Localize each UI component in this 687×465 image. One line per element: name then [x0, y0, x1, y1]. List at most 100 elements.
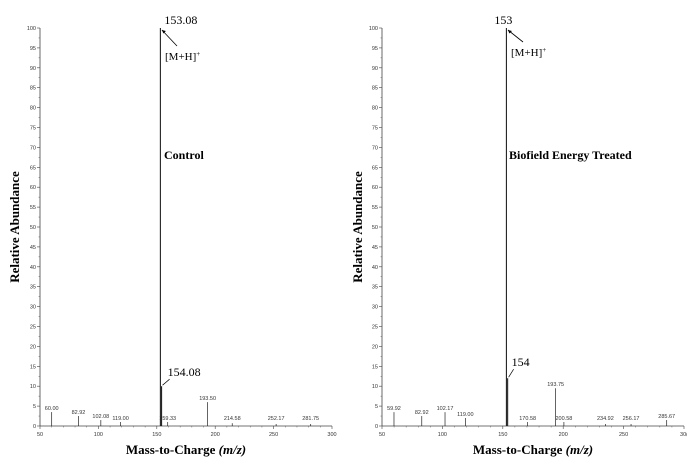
y-tick-label: 60: [372, 185, 378, 191]
y-tick-label: 35: [30, 285, 36, 291]
peak-label: 154: [512, 355, 530, 369]
x-tick-label: 300: [327, 432, 336, 438]
peak-label: 170.58: [519, 416, 536, 422]
ion-charge: +: [196, 50, 200, 58]
y-tick-label: 80: [372, 106, 378, 112]
peak-label: 102.08: [92, 414, 109, 420]
x-axis-label-unit: (m/z): [566, 442, 593, 457]
y-tick-label: 95: [372, 46, 378, 52]
y-tick-label: 55: [372, 205, 378, 211]
y-tick-label: 85: [372, 86, 378, 92]
peak-label: 153.08: [164, 13, 197, 27]
x-tick-label: 100: [438, 432, 447, 438]
y-tick-label: 65: [30, 165, 36, 171]
y-tick-label: 10: [372, 384, 378, 390]
x-tick-label: 150: [498, 432, 507, 438]
y-tick-label: 35: [372, 285, 378, 291]
y-tick-label: 45: [30, 245, 36, 251]
y-tick-label: 40: [372, 265, 378, 271]
peak-label: 285.67: [658, 414, 675, 420]
peak-label: 154.08: [168, 365, 201, 379]
peak-label: 159.33: [159, 416, 176, 422]
y-tick-label: 70: [30, 145, 36, 151]
ion-label: [M+H]+: [511, 46, 546, 59]
x-tick-label: 200: [211, 432, 220, 438]
ion-label: [M+H]+: [165, 50, 200, 63]
y-tick-label: 65: [372, 165, 378, 171]
peak-label: 214.58: [224, 416, 241, 422]
y-tick-label: 25: [30, 325, 36, 331]
x-tick-label: 250: [269, 432, 278, 438]
peak-label: 59.92: [387, 406, 401, 412]
y-tick-label: 5: [375, 404, 378, 410]
x-tick-label: 200: [559, 432, 568, 438]
y-tick-label: 55: [30, 205, 36, 211]
x-tick-label: 100: [94, 432, 103, 438]
ion-charge: +: [542, 46, 546, 54]
peak-label: 119.00: [112, 416, 128, 422]
y-tick-label: 20: [30, 344, 36, 350]
x-axis-label-text: Mass-to-Charge: [126, 442, 219, 457]
peak-label: 193.75: [547, 382, 564, 388]
peak-label: 234.92: [597, 416, 614, 422]
y-tick-label: 75: [30, 126, 36, 132]
peak-label: 119.00: [457, 412, 473, 418]
peak-label: 193.50: [199, 396, 216, 402]
x-tick-label: 50: [379, 432, 385, 438]
y-tick-label: 20: [372, 344, 378, 350]
y-tick-label: 70: [372, 145, 378, 151]
y-tick-label: 10: [30, 384, 36, 390]
y-axis-label: Relative Abundance: [7, 171, 22, 283]
y-tick-label: 75: [372, 126, 378, 132]
x-tick-label: 50: [37, 432, 43, 438]
y-tick-label: 60: [30, 185, 36, 191]
peak-label: 252.17: [268, 416, 285, 422]
ion-arrow-head: [161, 30, 166, 34]
peak-label: 153: [494, 13, 512, 27]
y-tick-label: 40: [30, 265, 36, 271]
ion-label-text: [M+H]: [511, 47, 542, 59]
y-tick-label: 15: [372, 364, 378, 370]
x-tick-label: 250: [619, 432, 628, 438]
peak-label: 82.92: [72, 410, 86, 416]
peak-label: 281.75: [302, 416, 319, 422]
y-tick-label: 0: [375, 424, 378, 430]
peak-label: 60.00: [45, 406, 59, 412]
x-axis-label-unit: (m/z): [219, 442, 246, 457]
peak-arrow: [508, 369, 514, 378]
y-tick-label: 50: [372, 225, 378, 231]
x-axis-label: Mass-to-Charge (m/z): [473, 442, 593, 457]
panel-title: Control: [164, 148, 204, 162]
y-axis-label: Relative Abundance: [350, 171, 365, 283]
y-tick-label: 45: [372, 245, 378, 251]
y-tick-label: 85: [30, 86, 36, 92]
y-tick-label: 25: [372, 325, 378, 331]
panel-title: Biofield Energy Treated: [509, 148, 632, 162]
ion-arrow-head: [507, 30, 512, 34]
x-axis-label-text: Mass-to-Charge: [473, 442, 566, 457]
y-tick-label: 90: [372, 66, 378, 72]
y-tick-label: 90: [30, 66, 36, 72]
y-tick-label: 30: [372, 305, 378, 311]
y-tick-label: 50: [30, 225, 36, 231]
y-tick-label: 95: [30, 46, 36, 52]
y-tick-label: 30: [30, 305, 36, 311]
y-tick-label: 100: [369, 26, 378, 32]
x-tick-label: 30(: [680, 432, 687, 438]
ion-label-text: [M+H]: [165, 51, 196, 63]
peak-label: 82.92: [415, 410, 429, 416]
y-tick-label: 80: [30, 106, 36, 112]
peak-label: 102.17: [437, 406, 454, 412]
y-tick-label: 0: [33, 424, 36, 430]
peak-arrow: [162, 378, 170, 386]
x-tick-label: 150: [152, 432, 161, 438]
y-tick-label: 15: [30, 364, 36, 370]
peak-label: 200.58: [555, 416, 572, 422]
x-axis-label: Mass-to-Charge (m/z): [126, 442, 246, 457]
y-tick-label: 100: [27, 26, 36, 32]
peak-label: 256.17: [623, 416, 640, 422]
ion-arrow: [161, 29, 178, 47]
y-tick-label: 5: [33, 404, 36, 410]
